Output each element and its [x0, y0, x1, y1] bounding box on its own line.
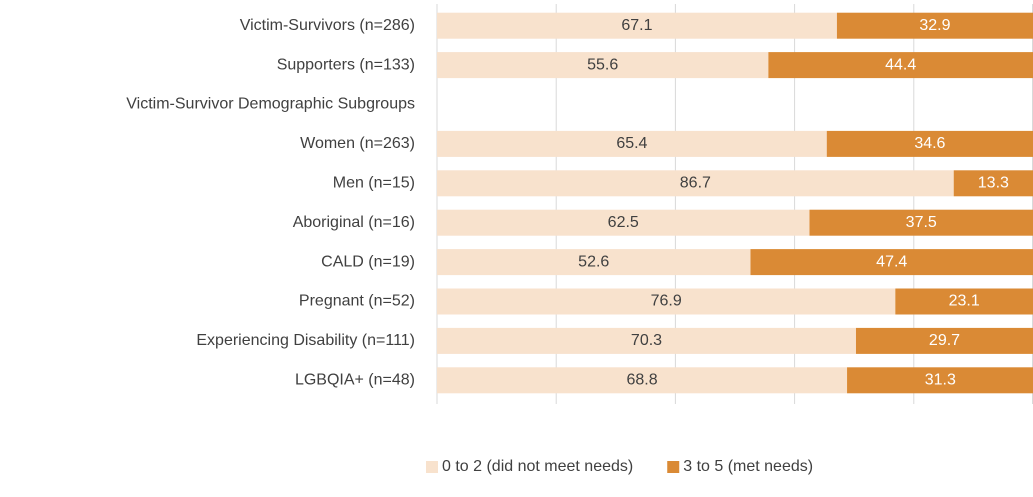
data-label: 55.6	[587, 56, 618, 73]
category-label: Victim-Survivor Demographic Subgroups	[126, 96, 415, 113]
bar-segment	[750, 249, 1033, 276]
data-label: 31.3	[925, 372, 956, 389]
legend-swatch	[426, 461, 438, 473]
bar-segment	[437, 52, 769, 79]
category-label: Aboriginal (n=16)	[293, 214, 415, 231]
data-label: 44.4	[885, 56, 916, 73]
bar-segment	[437, 209, 810, 236]
data-label: 32.9	[919, 17, 950, 34]
bar-segment	[768, 52, 1033, 79]
data-label: 68.8	[626, 372, 657, 389]
data-label: 76.9	[651, 293, 682, 310]
bar-segment	[855, 327, 1033, 354]
category-label: CALD (n=19)	[321, 253, 415, 270]
data-label: 62.5	[608, 214, 639, 231]
data-label: 65.4	[616, 135, 647, 152]
legend-label: 3 to 5 (met needs)	[683, 458, 813, 475]
category-label: Victim-Survivors (n=286)	[240, 17, 415, 34]
bar-segment	[437, 288, 896, 315]
category-label: Pregnant (n=52)	[299, 293, 415, 310]
bar-segment	[836, 12, 1033, 39]
bar-segment	[437, 327, 856, 354]
bar-segment	[895, 288, 1033, 315]
bar-segment	[437, 367, 848, 394]
data-label: 52.6	[578, 253, 609, 270]
data-label: 29.7	[929, 332, 960, 349]
bar-segment	[847, 367, 1033, 394]
category-label: Experiencing Disability (n=111)	[196, 332, 415, 349]
legend-label: 0 to 2 (did not meet needs)	[442, 458, 633, 475]
bar-segment	[953, 170, 1033, 197]
data-label: 67.1	[621, 17, 652, 34]
category-label: Women (n=263)	[300, 135, 415, 152]
data-label: 23.1	[949, 293, 980, 310]
data-label: 13.3	[978, 175, 1009, 192]
data-label: 70.3	[631, 332, 662, 349]
bar-segment	[437, 130, 827, 157]
category-label: Supporters (n=133)	[277, 56, 415, 73]
data-label: 37.5	[906, 214, 937, 231]
data-label: 47.4	[876, 253, 907, 270]
bar-segment	[437, 249, 751, 276]
data-label: 34.6	[914, 135, 945, 152]
bar-segment	[437, 12, 837, 39]
category-label: Men (n=15)	[333, 175, 415, 192]
bar-segment	[437, 170, 954, 197]
category-label: LGBQIA+ (n=48)	[295, 372, 415, 389]
bar-segment	[826, 130, 1033, 157]
legend-swatch	[667, 461, 680, 473]
data-label: 86.7	[680, 175, 711, 192]
bar-segment	[809, 209, 1033, 236]
